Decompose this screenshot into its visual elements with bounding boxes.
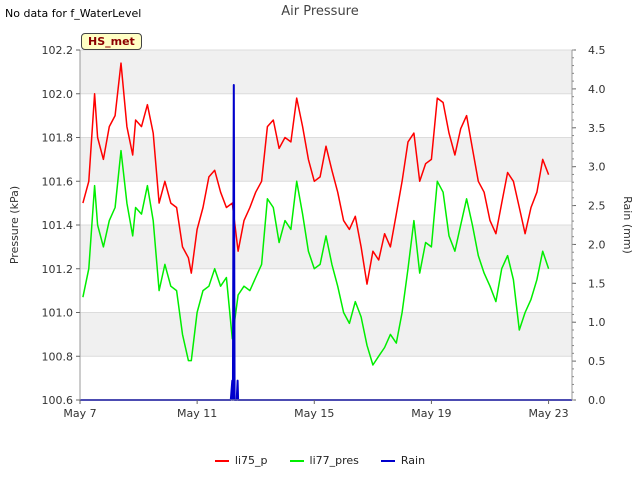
legend-swatch-rain xyxy=(380,459,395,462)
chart-title: Air Pressure xyxy=(281,4,359,19)
legend-item-rain: Rain xyxy=(380,454,426,467)
series-line-li77-pres xyxy=(82,149,550,366)
background-band xyxy=(80,93,572,138)
y-tick-label: 101.6 xyxy=(42,175,74,188)
station-badge: HS_met xyxy=(81,33,142,50)
legend-label-li77-pres: li77_pres xyxy=(309,454,359,467)
y-tick-label: 101.8 xyxy=(42,132,74,145)
x-tick-label: May 23 xyxy=(528,407,568,420)
series-line-li75-p xyxy=(82,62,550,285)
y2-tick-label: 4.5 xyxy=(588,44,606,57)
legend: li75_p li77_pres Rain xyxy=(0,454,640,467)
no-data-notice: No data for f_WaterLevel xyxy=(5,7,142,20)
gridlines xyxy=(80,49,572,401)
y2-tick-label: 4.0 xyxy=(588,83,606,96)
legend-swatch-li77-pres xyxy=(289,459,304,462)
y-tick-label: 102.2 xyxy=(42,44,74,57)
background-band xyxy=(80,225,572,269)
legend-label-li75-p: li75_p xyxy=(234,454,268,467)
y2-tick-label: 1.0 xyxy=(588,316,606,329)
y-tick-label: 101.4 xyxy=(42,219,74,232)
y2-tick-label: 1.5 xyxy=(588,277,606,290)
y2-tick-label: 3.5 xyxy=(588,122,606,135)
tick-labels: 100.6 100.8 101.0 101.2 101.4 101.6 101.8 102.0… xyxy=(42,44,606,420)
y2-tick-label: 0.0 xyxy=(588,394,606,407)
x-tick-label: May 11 xyxy=(177,407,217,420)
background-band xyxy=(80,137,572,182)
y2-tick-label: 0.5 xyxy=(588,355,606,368)
y2-axis-label: Rain (mm) xyxy=(621,196,634,254)
legend-swatch-li75-p xyxy=(214,459,229,462)
y-tick-label: 101.2 xyxy=(42,263,74,276)
legend-label-rain: Rain xyxy=(400,454,426,467)
legend-item-li77-pres: li77_pres xyxy=(289,454,359,467)
background-band xyxy=(80,356,572,400)
background-band xyxy=(80,50,572,94)
y-tick-label: 100.8 xyxy=(42,350,74,363)
x-tick-label: May 19 xyxy=(411,407,451,420)
x-tick-label: May 15 xyxy=(294,407,334,420)
y-axis-label: Pressure (kPa) xyxy=(8,186,21,264)
y-tick-label: 100.6 xyxy=(42,394,74,407)
background-band xyxy=(80,312,572,357)
x-tick-label: May 7 xyxy=(63,407,96,420)
legend-item-li75-p: li75_p xyxy=(214,454,268,467)
y2-tick-label: 3.0 xyxy=(588,161,606,174)
y2-tick-label: 2.5 xyxy=(588,200,606,213)
background-bands xyxy=(80,50,572,400)
y-tick-label: 101.0 xyxy=(42,307,74,320)
y2-tick-label: 2.0 xyxy=(588,238,606,251)
y-tick-label: 102.0 xyxy=(42,88,74,101)
